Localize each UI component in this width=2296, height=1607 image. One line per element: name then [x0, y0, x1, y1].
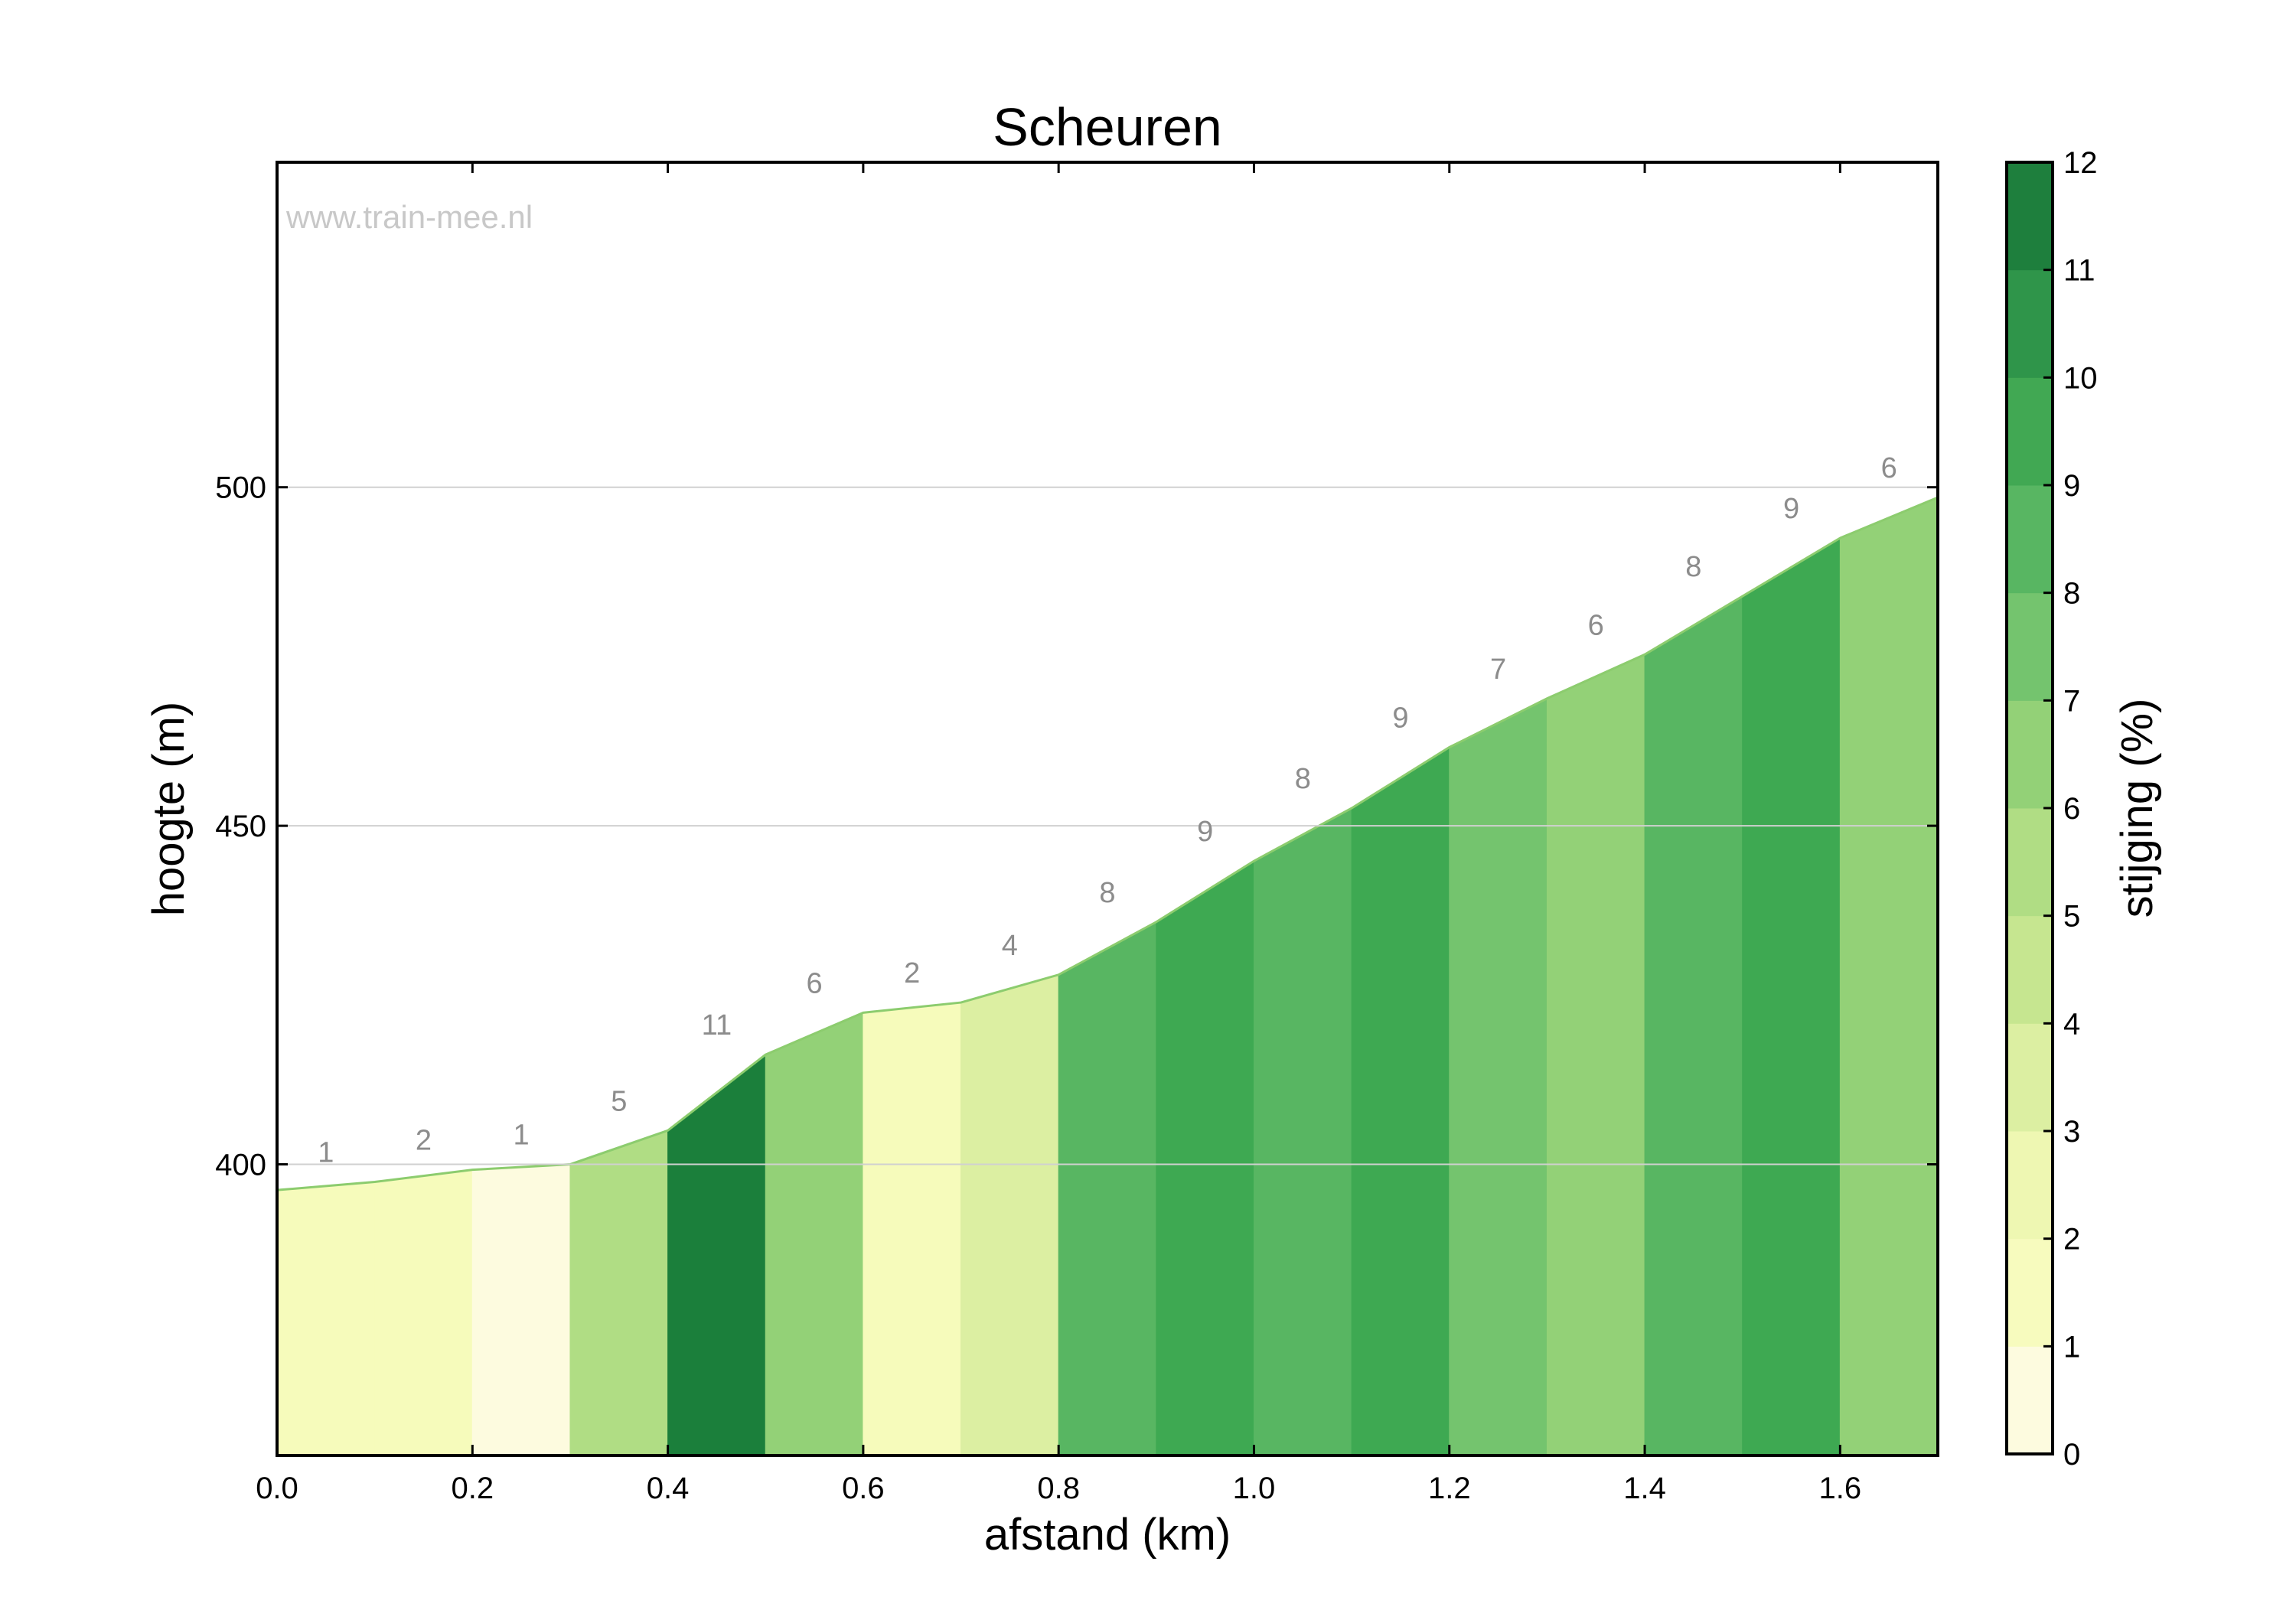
- segment-area: [374, 1169, 473, 1456]
- colorbar-band: [2007, 1346, 2053, 1455]
- segment-gradient-label: 8: [1295, 763, 1311, 795]
- segment-area: [863, 1002, 962, 1456]
- segment-gradient-label: 6: [1881, 452, 1897, 484]
- y-tick-label: 450: [215, 810, 266, 843]
- segment-gradient-label: 5: [611, 1085, 627, 1117]
- x-tick-label: 0.0: [256, 1472, 298, 1505]
- colorbar-band: [2007, 1023, 2053, 1132]
- x-tick-label: 0.6: [842, 1472, 885, 1505]
- chart-title: Scheuren: [993, 97, 1222, 157]
- segment-area: [1351, 746, 1450, 1456]
- colorbar-band: [2007, 915, 2053, 1024]
- segment-area: [1058, 921, 1157, 1456]
- segment-gradient-label: 9: [1783, 493, 1799, 525]
- segment-area: [471, 1164, 571, 1456]
- y-axis-label: hoogte (m): [144, 702, 194, 916]
- y-axis-ticks: 400 450 500: [215, 471, 1938, 1182]
- segment-area: [1839, 497, 1939, 1456]
- colorbar-band: [2007, 808, 2053, 917]
- colorbar-tick-label: 6: [2063, 792, 2080, 826]
- colorbar-tick-label: 12: [2063, 146, 2098, 180]
- segment-area: [1546, 654, 1645, 1456]
- segment-gradient-label: 4: [1002, 930, 1018, 962]
- colorbar-tick-label: 7: [2063, 684, 2080, 718]
- segment-area: [569, 1129, 669, 1456]
- segment-gradient-label: 1: [318, 1137, 334, 1169]
- plot-frame: [276, 161, 1939, 1457]
- x-tick-label: 1.6: [1819, 1472, 1862, 1505]
- segment-gradient-label: 2: [904, 957, 920, 989]
- segment-gradient-label: 8: [1099, 877, 1115, 909]
- segment-gradient-label: 2: [416, 1125, 432, 1157]
- x-axis-ticks: 0.0 0.2 0.4 0.6 0.8 1.0 1.2 1.4 1.6: [256, 162, 1861, 1505]
- colorbar-tick-label: 5: [2063, 900, 2080, 934]
- colorbar-tick-label: 2: [2063, 1223, 2080, 1257]
- segment-gradient-label: 8: [1685, 551, 1701, 583]
- gradient-labels: 1 2 1 5 11 6 2 4 8 9 8 9 7 6 8 9 6: [318, 452, 1896, 1169]
- x-tick-label: 0.8: [1037, 1472, 1080, 1505]
- colorbar-band: [2007, 162, 2053, 271]
- segment-gradient-label: 1: [514, 1120, 530, 1152]
- segment-area: [1449, 697, 1548, 1456]
- segment-area: [1644, 595, 1743, 1456]
- horizontal-gridlines: [277, 486, 1938, 1165]
- colorbar-band: [2007, 700, 2053, 809]
- colorbar-band: [2007, 592, 2053, 701]
- segment-area: [667, 1054, 766, 1456]
- x-tick-label: 1.4: [1623, 1472, 1666, 1505]
- elevation-outline: [276, 496, 1939, 1191]
- colorbar-tick-label: 3: [2063, 1115, 2080, 1149]
- gradient-segments: [276, 497, 1939, 1456]
- colorbar-tick-label: 1: [2063, 1330, 2080, 1364]
- segment-gradient-label: 11: [702, 1009, 732, 1041]
- colorbar-band: [2007, 377, 2053, 486]
- segment-gradient-label: 6: [806, 967, 822, 999]
- x-tick-label: 0.4: [647, 1472, 690, 1505]
- colorbar-tick-label: 10: [2063, 361, 2098, 395]
- segment-gradient-label: 9: [1392, 702, 1408, 734]
- segment-area: [1742, 537, 1841, 1456]
- x-axis-label: afstand (km): [984, 1510, 1231, 1560]
- colorbar-tick-label: 8: [2063, 577, 2080, 611]
- watermark: www.train-mee.nl: [285, 199, 533, 235]
- segment-area: [765, 1012, 864, 1456]
- x-tick-label: 1.0: [1233, 1472, 1276, 1505]
- colorbar-tick-label: 4: [2063, 1007, 2080, 1041]
- colorbar-band: [2007, 1238, 2053, 1347]
- colorbar-band: [2007, 485, 2053, 594]
- colorbar-band: [2007, 1131, 2053, 1240]
- x-tick-label: 0.2: [451, 1472, 494, 1505]
- y-tick-label: 400: [215, 1149, 266, 1182]
- colorbar-tick-label: 0: [2063, 1438, 2080, 1472]
- colorbar-band: [2007, 269, 2053, 378]
- segment-gradient-label: 6: [1588, 609, 1604, 641]
- colorbar-tick-label: 11: [2063, 254, 2095, 288]
- segment-area: [960, 974, 1059, 1456]
- segment-area: [276, 1181, 376, 1456]
- elevation-line: [276, 496, 1939, 1191]
- segment-gradient-label: 7: [1490, 654, 1506, 686]
- colorbar-tick-label: 9: [2063, 469, 2080, 503]
- colorbar: [2007, 162, 2053, 1455]
- y-tick-label: 500: [215, 471, 266, 505]
- segment-area: [1253, 807, 1352, 1456]
- segment-area: [1156, 860, 1254, 1456]
- colorbar-label: stijging (%): [2112, 699, 2162, 918]
- x-tick-label: 1.2: [1428, 1472, 1471, 1505]
- segment-gradient-label: 9: [1197, 816, 1213, 848]
